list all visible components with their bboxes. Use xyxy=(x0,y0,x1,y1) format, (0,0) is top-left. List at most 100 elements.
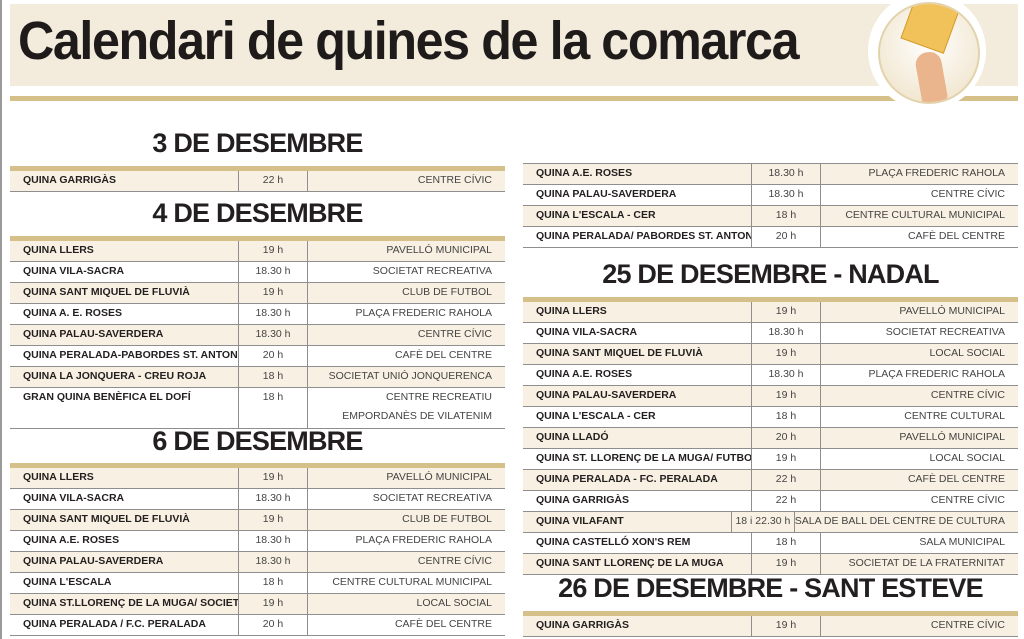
event-time: 18.30 h xyxy=(239,262,308,282)
event-time: 18 h xyxy=(752,533,821,553)
table-row: QUINA L'ESCALA - CER 18 h CENTRE CULTURAL xyxy=(523,407,1018,428)
event-name: QUINA PALAU-SAVERDERA xyxy=(10,552,239,572)
event-venue: CENTRE CULTURAL MUNICIPAL xyxy=(332,576,492,588)
schedule-table: QUINA A.E. ROSES 18.30 h PLAÇA FREDERIC RA… xyxy=(523,163,1018,248)
event-name: QUINA VILA-SACRA xyxy=(10,262,239,282)
table-row: QUINA A.E. ROSES 18.30 h PLAÇA FREDERIC RA… xyxy=(10,531,505,552)
event-venue: SOCIETAT RECREATIVA xyxy=(372,492,492,504)
event-venue: LOCAL SOCIAL xyxy=(929,347,1005,359)
schedule-table: QUINA LLERS 19 h PAVELLÓ MUNICIPAL QUINA VI… xyxy=(10,236,505,429)
event-venue: PAVELLÓ MUNICIPAL xyxy=(386,471,492,483)
table-row: QUINA PERALADA / F.C. PERALADA 20 h CAFÈ D… xyxy=(10,615,505,636)
header-divider xyxy=(10,96,1018,101)
table-row: QUINA A.E. ROSES 18.30 h PLAÇA FREDERIC RA… xyxy=(523,365,1018,386)
event-name: QUINA L'ESCALA xyxy=(10,573,239,593)
event-venue: CENTRE CÍVIC xyxy=(930,619,1005,631)
event-time: 18.30 h xyxy=(239,489,308,509)
event-time: 19 h xyxy=(239,510,308,530)
event-time: 18 h xyxy=(239,573,308,593)
event-time: 22 h xyxy=(752,470,821,490)
event-name: QUINA SANT LLORENÇ DE LA MUGA xyxy=(523,554,752,574)
schedule-table: QUINA LLERS 19 h PAVELLÓ MUNICIPAL QUINA VI… xyxy=(523,297,1018,575)
event-venue: PAVELLÓ MUNICIPAL xyxy=(899,431,1005,443)
event-name: QUINA ST.LLORENÇ DE LA MUGA/ SOCIETAT xyxy=(10,594,239,614)
table-row: QUINA LLERS 19 h PAVELLÓ MUNICIPAL xyxy=(10,241,505,262)
event-name: QUINA PALAU-SAVERDERA xyxy=(10,325,239,345)
event-name: QUINA PERALADA / F.C. PERALADA xyxy=(10,615,239,635)
event-venue: PLAÇA FREDERIC RAHOLA xyxy=(868,368,1005,380)
event-time: 18.30 h xyxy=(239,531,308,551)
section-heading: 25 DE DESEMBRE - NADAL xyxy=(602,259,939,289)
event-time: 18.30 h xyxy=(239,552,308,572)
table-row: QUINA PALAU-SAVERDERA 18.30 h CENTRE CÍVIC xyxy=(523,185,1018,206)
event-venue: PLAÇA FREDERIC RAHOLA xyxy=(868,167,1005,179)
section-heading: 26 DE DESEMBRE - SANT ESTEVE xyxy=(558,573,984,603)
page-title: Calendari de quines de la comarca xyxy=(18,11,800,71)
event-name: QUINA PERALADA/ PABORDES ST. ANTONI xyxy=(523,227,752,247)
table-row: QUINA SANT MIQUEL DE FLUVIÀ 19 h CLUB DE F… xyxy=(10,283,505,304)
event-venue: CAFÈ DEL CENTRE xyxy=(394,618,492,630)
table-row: QUINA SANT MIQUEL DE FLUVIÀ 19 h CLUB DE F… xyxy=(10,510,505,531)
event-time: 18 h xyxy=(239,388,308,428)
event-time: 18 h xyxy=(752,407,821,427)
event-time: 20 h xyxy=(752,227,821,247)
event-time: 18.30 h xyxy=(752,365,821,385)
table-row: QUINA PALAU-SAVERDERA 19 h CENTRE CÍVIC xyxy=(523,386,1018,407)
event-name: QUINA PALAU-SAVERDERA xyxy=(523,386,752,406)
event-venue: PAVELLÓ MUNICIPAL xyxy=(386,244,492,256)
event-venue: SALA DE BALL DEL CENTRE DE CULTURA xyxy=(794,515,1005,527)
event-venue: SOCIETAT DE LA FRATERNITAT xyxy=(848,557,1005,569)
event-venue: CENTRE CÍVIC xyxy=(930,494,1005,506)
event-venue: SOCIETAT RECREATIVA xyxy=(372,265,492,277)
event-name: QUINA GARRIGÀS xyxy=(523,491,752,511)
table-row: QUINA LLADÓ 20 h PAVELLÓ MUNICIPAL xyxy=(523,428,1018,449)
event-time: 20 h xyxy=(239,615,308,635)
table-row: QUINA SANT LLORENÇ DE LA MUGA 19 h SOCIETA… xyxy=(523,554,1018,575)
event-venue: CENTRE CÍVIC xyxy=(417,174,492,186)
table-row: QUINA ST.LLORENÇ DE LA MUGA/ SOCIETAT 19 … xyxy=(10,594,505,615)
event-name: QUINA VILAFANT xyxy=(523,512,733,532)
event-name: QUINA ST. LLORENÇ DE LA MUGA/ FUTBOL xyxy=(523,449,752,469)
event-name: QUINA L'ESCALA - CER xyxy=(523,206,752,226)
event-time: 19 h xyxy=(752,386,821,406)
event-venue: CENTRE CÍVIC xyxy=(930,188,1005,200)
event-name: QUINA GARRIGÀS xyxy=(10,171,239,191)
ticket-hand-illustration-icon xyxy=(878,2,980,104)
event-venue: CENTRE CÍVIC xyxy=(417,555,492,567)
event-name: QUINA LLERS xyxy=(10,468,239,488)
event-venue: PAVELLÓ MUNICIPAL xyxy=(899,305,1005,317)
event-time: 22 h xyxy=(239,171,308,191)
table-row: QUINA A. E. ROSES 18.30 h PLAÇA FREDERIC R… xyxy=(10,304,505,325)
event-time: 19 h xyxy=(239,283,308,303)
event-name: QUINA SANT MIQUEL DE FLUVIÀ xyxy=(10,510,239,530)
event-time: 20 h xyxy=(752,428,821,448)
section-heading: 6 DE DESEMBRE xyxy=(152,426,363,456)
table-row: QUINA VILA-SACRA 18.30 h SOCIETAT RECREATI… xyxy=(523,323,1018,344)
event-name: QUINA PERALADA - FC. PERALADA xyxy=(523,470,752,490)
table-row: QUINA SANT MIQUEL DE FLUVIÀ 19 h LOCAL SOC… xyxy=(523,344,1018,365)
table-row: QUINA PALAU-SAVERDERA 18.30 h CENTRE CÍVIC xyxy=(10,325,505,346)
event-time: 20 h xyxy=(239,346,308,366)
section-heading: 3 DE DESEMBRE xyxy=(152,128,363,158)
event-venue: CENTRE CÍVIC xyxy=(930,389,1005,401)
section-heading: 4 DE DESEMBRE xyxy=(152,198,363,228)
event-time: 19 h xyxy=(752,344,821,364)
table-row: QUINA L'ESCALA 18 h CENTRE CULTURAL MUNICI… xyxy=(10,573,505,594)
event-time: 18.30 h xyxy=(752,323,821,343)
event-time: 22 h xyxy=(752,491,821,511)
event-time: 18 i 22.30 h xyxy=(732,512,795,532)
event-name: QUINA A. E. ROSES xyxy=(10,304,239,324)
event-venue: CAFÈ DEL CENTRE xyxy=(907,230,1005,242)
table-row: QUINA GARRIGÀS 22 h CENTRE CÍVIC xyxy=(10,171,505,192)
event-name: QUINA L'ESCALA - CER xyxy=(523,407,752,427)
event-name: QUINA LA JONQUERA - CREU ROJA xyxy=(10,367,239,387)
table-row: QUINA VILA-SACRA 18.30 h SOCIETAT RECREATI… xyxy=(10,489,505,510)
event-venue: CENTRE CÍVIC xyxy=(417,328,492,340)
event-name: QUINA VILA-SACRA xyxy=(523,323,752,343)
event-name: QUINA LLERS xyxy=(523,302,752,322)
table-row: QUINA PERALADA/ PABORDES ST. ANTONI 20 h C… xyxy=(523,227,1018,248)
event-name: QUINA PALAU-SAVERDERA xyxy=(523,185,752,205)
event-time: 19 h xyxy=(752,616,821,636)
event-time: 19 h xyxy=(239,468,308,488)
event-venue: PLAÇA FREDERIC RAHOLA xyxy=(355,534,492,546)
